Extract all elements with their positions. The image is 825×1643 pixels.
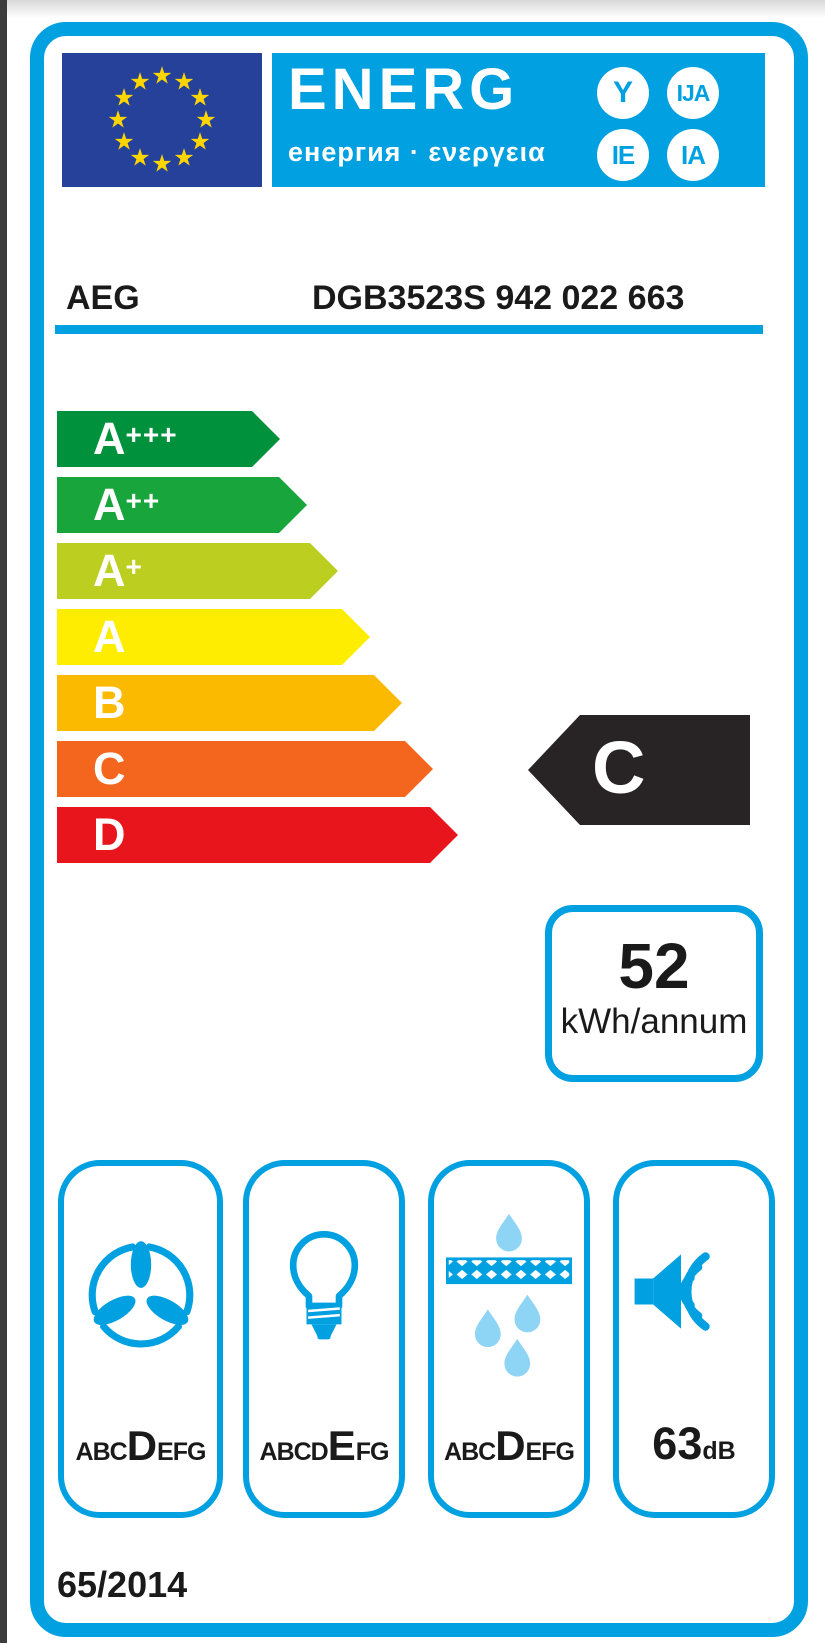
energ-badge-ia: IA bbox=[667, 129, 719, 181]
page-left-edge bbox=[0, 0, 7, 1643]
noise-icon bbox=[619, 1166, 769, 1416]
model-number: DGB3523S 942 022 663 bbox=[312, 279, 685, 317]
header-divider bbox=[55, 325, 763, 334]
energ-subtitle: енергия · ενεργεια bbox=[288, 137, 546, 167]
energ-badge-ie: IE bbox=[597, 129, 649, 181]
svg-text:★: ★ bbox=[107, 107, 129, 134]
fan-class-letters: ABCDEFG bbox=[75, 1422, 207, 1469]
noise-level: 63dB bbox=[652, 1418, 736, 1469]
energ-badge-ija: IJA bbox=[667, 67, 719, 119]
grease-class-letters: ABCDEFG bbox=[444, 1422, 575, 1469]
svg-text:★: ★ bbox=[113, 85, 135, 112]
energy-consumption-box: 52 kWh/annum bbox=[545, 905, 763, 1082]
svg-text:★: ★ bbox=[189, 85, 211, 112]
lighting-efficiency-box: ABCDEFG bbox=[243, 1160, 405, 1518]
bulb-icon bbox=[249, 1166, 399, 1416]
fan-icon bbox=[64, 1166, 217, 1416]
brand-name: AEG bbox=[66, 279, 140, 317]
svg-text:★: ★ bbox=[195, 107, 217, 134]
energy-label: ★ ★ ★ ★ ★ ★ ★ ★ ★ ★ ★ ★ ENERG енергия · ενεργε… bbox=[30, 22, 808, 1637]
noise-box: 63dB bbox=[613, 1160, 775, 1518]
rating-arrow: C bbox=[528, 715, 750, 825]
grease-filter-box: ABCDEFG bbox=[428, 1160, 590, 1518]
svg-text:★: ★ bbox=[173, 145, 195, 172]
svg-text:★: ★ bbox=[113, 129, 135, 156]
energ-logo-box: ENERG енергия · ενεργεια Y IJA IE IA bbox=[272, 53, 765, 187]
scale-arrow-a+: A+ bbox=[57, 543, 338, 599]
svg-text:★: ★ bbox=[173, 69, 195, 96]
scale-arrow-d: D bbox=[57, 807, 458, 863]
svg-text:★: ★ bbox=[151, 151, 173, 178]
eu-flag-icon: ★ ★ ★★ ★★ ★★ ★★ ★★ bbox=[62, 53, 262, 187]
grease-filter-icon bbox=[434, 1166, 584, 1416]
fan-efficiency-box: ABCDEFG bbox=[58, 1160, 223, 1518]
energ-badge-y: Y bbox=[597, 67, 649, 119]
scale-arrow-b: B bbox=[57, 675, 402, 731]
svg-text:★: ★ bbox=[151, 63, 173, 90]
scale-arrow-a++: A++ bbox=[57, 477, 307, 533]
energy-value: 52 bbox=[618, 930, 690, 1002]
page-top-shade bbox=[0, 0, 825, 18]
svg-text:★: ★ bbox=[129, 145, 151, 172]
rating-grade: C bbox=[592, 726, 646, 809]
scale-arrow-c: C bbox=[57, 741, 433, 797]
svg-text:★: ★ bbox=[189, 129, 211, 156]
energ-wordmark: ENERG bbox=[288, 57, 520, 122]
energy-unit: kWh/annum bbox=[560, 1002, 748, 1041]
lighting-class-letters: ABCDEFG bbox=[259, 1422, 390, 1469]
scale-arrow-a+++: A+++ bbox=[57, 411, 280, 467]
svg-text:★: ★ bbox=[129, 69, 151, 96]
regulation-reference: 65/2014 bbox=[57, 1564, 188, 1605]
scale-arrow-a: A bbox=[57, 609, 370, 665]
